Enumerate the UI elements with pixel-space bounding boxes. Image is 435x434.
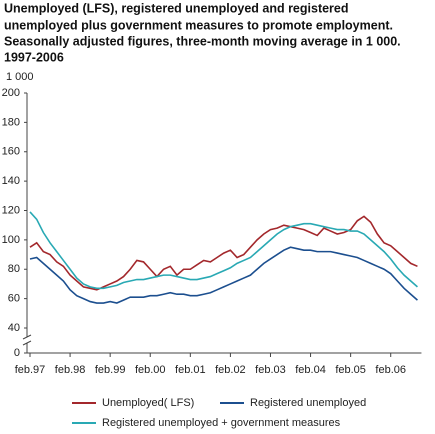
chart-title: Seasonally adjusted figures, three-month…	[4, 34, 401, 48]
y-tick-label: 40	[8, 322, 20, 334]
y-tick-label: 120	[2, 204, 20, 216]
x-tick-label: feb.99	[95, 364, 126, 376]
axis-break-gap	[23, 337, 31, 343]
legend-label: Registered unemployed + government measu…	[102, 417, 341, 429]
chart-title: unemployed plus government measures to p…	[4, 18, 393, 32]
legend-label: Registered unemployed	[250, 397, 366, 409]
y-axis-label: 1 000	[6, 71, 34, 83]
x-tick-label: feb.06	[375, 364, 406, 376]
axis-break	[22, 334, 32, 346]
y-tick-label: 100	[2, 234, 20, 246]
y-tick-label: 0	[14, 347, 20, 359]
chart-title: 1997-2006	[4, 50, 64, 64]
x-tick-label: feb.98	[55, 364, 86, 376]
y-tick-label: 200	[2, 87, 20, 99]
x-tick-label: feb.01	[175, 364, 206, 376]
y-tick-label: 60	[8, 293, 20, 305]
chart-title: Unemployed (LFS), registered unemployed …	[4, 1, 349, 15]
x-tick-label: feb.97	[15, 364, 46, 376]
y-tick-label: 140	[2, 175, 20, 187]
x-tick-label: feb.05	[335, 364, 366, 376]
x-tick-label: feb.04	[295, 364, 326, 376]
y-tick-label: 80	[8, 263, 20, 275]
y-tick-label: 180	[2, 116, 20, 128]
x-tick-label: feb.02	[215, 364, 246, 376]
x-tick-label: feb.03	[255, 364, 286, 376]
x-tick-label: feb.00	[135, 364, 166, 376]
y-tick-label: 160	[2, 146, 20, 158]
series-line	[29, 215, 418, 291]
series-line	[29, 211, 418, 290]
legend-label: Unemployed( LFS)	[102, 397, 194, 409]
series-line	[29, 246, 418, 304]
